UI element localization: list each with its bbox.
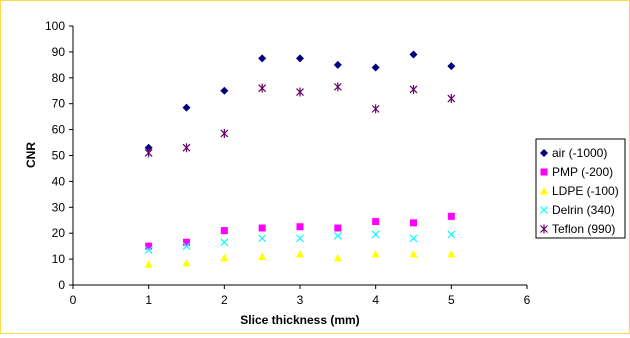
- x-ticks: 0 1 2 3 4 5 6: [70, 285, 531, 307]
- data-point: [333, 60, 342, 69]
- data-point: [371, 104, 380, 114]
- axes: 0 10 20 30 40 50 60 70 80 90 100 0 1 2 3 4 5 6: [45, 19, 531, 307]
- series-x: [144, 230, 456, 254]
- series-triangle: [144, 249, 456, 268]
- data-point: [409, 249, 418, 258]
- y-tick-label: 50: [52, 149, 66, 163]
- data-point: [145, 242, 153, 250]
- y-ticks: 0 10 20 30 40 50 60 70 80 90 100: [45, 19, 73, 292]
- data-point: [296, 249, 304, 258]
- data-point: [220, 238, 229, 247]
- series-star: [144, 82, 456, 158]
- x-tick-label: 1: [145, 293, 152, 307]
- x-tick-label: 0: [70, 293, 77, 307]
- legend-label: LDPE (-100): [552, 184, 619, 198]
- data-point: [144, 260, 153, 268]
- data-point: [409, 50, 418, 59]
- data-points: [144, 50, 456, 268]
- data-point: [220, 227, 228, 235]
- data-point: [296, 234, 304, 243]
- data-point: [296, 54, 304, 63]
- y-tick-label: 90: [52, 45, 66, 59]
- scatter-chart: 0 10 20 30 40 50 60 70 80 90 100 0 1 2 3 4 5 6 CNR Slice…: [24, 19, 626, 327]
- data-point: [447, 94, 456, 104]
- data-point: [447, 230, 456, 239]
- legend-label: Teflon (990): [552, 222, 615, 236]
- legend-marker: [540, 149, 548, 157]
- legend-marker: [540, 168, 548, 176]
- data-point: [334, 224, 342, 232]
- y-tick-label: 30: [52, 200, 66, 214]
- x-axis-title: Slice thickness (mm): [240, 313, 359, 327]
- y-tick-label: 80: [52, 71, 66, 85]
- legend-label: air (-1000): [552, 146, 607, 160]
- data-point: [447, 249, 456, 258]
- data-point: [258, 234, 267, 243]
- x-tick-label: 4: [372, 293, 379, 307]
- data-point: [333, 231, 342, 240]
- y-axis-title: CNR: [24, 142, 38, 168]
- legend: air (-1000) PMP (-200) LDPE (-100) Delrin (…: [535, 138, 626, 239]
- data-point: [182, 242, 191, 251]
- y-tick-label: 100: [45, 19, 65, 33]
- data-point: [258, 224, 266, 232]
- data-point: [182, 143, 191, 153]
- data-point: [258, 54, 267, 63]
- data-point: [258, 83, 267, 93]
- x-tick-label: 5: [448, 293, 455, 307]
- data-point: [144, 246, 153, 254]
- data-point: [144, 143, 153, 152]
- x-tick-label: 3: [297, 293, 304, 307]
- y-tick-label: 40: [52, 174, 66, 188]
- legend-label: PMP (-200): [552, 165, 613, 179]
- data-point: [447, 62, 456, 71]
- data-point: [220, 253, 229, 262]
- data-point: [447, 212, 455, 220]
- data-point: [333, 82, 342, 92]
- data-point: [182, 258, 191, 267]
- data-point: [183, 238, 190, 246]
- data-point: [410, 219, 417, 227]
- data-point: [371, 63, 380, 72]
- x-tick-label: 6: [524, 293, 531, 307]
- data-point: [220, 128, 229, 138]
- series-diamond: [144, 50, 456, 152]
- data-point: [371, 249, 380, 258]
- data-point: [296, 223, 304, 231]
- y-tick-label: 20: [52, 226, 66, 240]
- data-point: [409, 234, 418, 243]
- legend-marker: [540, 224, 548, 234]
- y-tick-label: 0: [58, 278, 65, 292]
- data-point: [372, 218, 380, 226]
- legend-label: Delrin (340): [552, 203, 615, 217]
- data-point: [182, 103, 191, 112]
- legend-marker: [540, 187, 548, 195]
- series-square: [145, 212, 455, 250]
- data-point: [144, 148, 153, 158]
- data-point: [220, 86, 229, 95]
- data-point: [333, 253, 342, 262]
- data-point: [371, 230, 380, 239]
- x-tick-label: 2: [221, 293, 228, 307]
- legend-marker: [540, 206, 548, 214]
- data-point: [258, 252, 267, 261]
- legend-box: [535, 138, 626, 239]
- y-tick-label: 10: [52, 252, 66, 266]
- data-point: [296, 87, 304, 97]
- data-point: [409, 84, 418, 94]
- y-tick-label: 60: [52, 123, 66, 137]
- y-tick-label: 70: [52, 97, 66, 111]
